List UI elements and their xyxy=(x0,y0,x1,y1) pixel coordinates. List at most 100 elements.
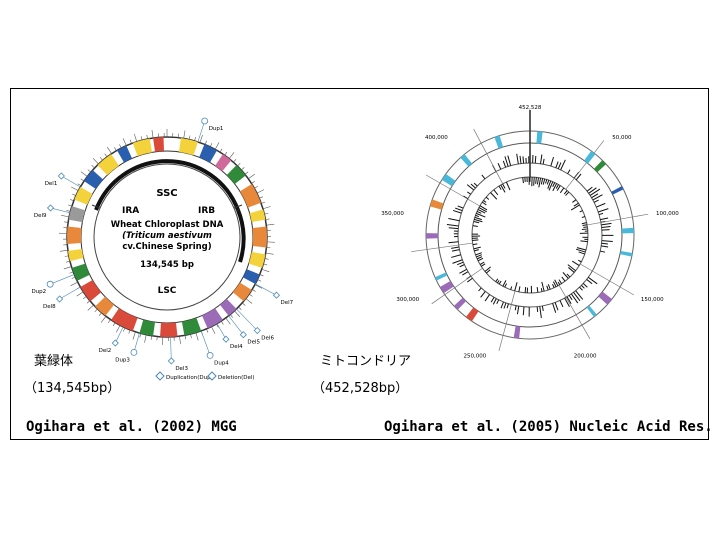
cp-tick xyxy=(254,186,258,189)
dup-legend-label: Duplication(Dup) xyxy=(166,375,213,381)
mt-gene-block xyxy=(621,227,634,234)
mt-coordinate-label: 250,000 xyxy=(463,353,486,359)
mt-coordinate-label: 452,528 xyxy=(519,105,542,111)
del-marker-icon xyxy=(272,291,281,299)
cp-tick xyxy=(150,335,152,340)
mt-tick xyxy=(555,184,559,189)
mt-tick xyxy=(463,195,469,200)
mt-tick xyxy=(504,283,507,288)
mt-tick xyxy=(451,254,461,258)
mt-tick xyxy=(502,280,507,287)
mt-tick xyxy=(556,185,561,191)
mt-tick xyxy=(472,243,478,246)
mt-tick xyxy=(566,273,571,278)
cp-gene-block xyxy=(242,269,260,284)
cp-marker-line xyxy=(50,207,71,214)
cp-marker-line xyxy=(61,175,81,188)
mt-tick xyxy=(552,182,556,187)
mt-tick xyxy=(567,264,576,272)
cp-tick xyxy=(72,193,77,196)
cp-tick xyxy=(134,133,138,142)
cp-tick xyxy=(71,276,76,279)
mt-tick xyxy=(570,293,579,304)
cp-gene-block xyxy=(181,317,202,336)
cp-marker-label: Dup2 xyxy=(31,289,46,295)
mt-tick xyxy=(466,191,471,195)
mt-coordinate-labels: 452,528 50,000 100,000 150,000 200,000 250,00… xyxy=(381,105,679,359)
mt-tick xyxy=(601,240,613,243)
mt-tick xyxy=(457,205,464,209)
mt-coordinate-label: 100,000 xyxy=(656,211,679,217)
mt-tick xyxy=(589,188,601,196)
mt-tick xyxy=(564,297,570,308)
mt-tick xyxy=(452,209,462,214)
mt-tick xyxy=(485,196,490,200)
cp-tick xyxy=(225,317,231,325)
cp-tick xyxy=(204,140,207,145)
cp-markers: Dup1 Dup2 Dup3 Dup4 Del1 Del2 Del3 Del4 Del5Del6… xyxy=(31,117,294,372)
cp-gene-block xyxy=(139,319,156,337)
mt-tick xyxy=(475,252,482,256)
cp-tick xyxy=(63,266,72,270)
cp-size-label: 134,545 bp xyxy=(140,260,194,270)
mt-tick xyxy=(466,184,475,191)
cp-marker-line xyxy=(216,323,227,340)
mt-tick xyxy=(541,281,545,292)
mt-spoke xyxy=(558,285,591,340)
mt-ring-4 xyxy=(471,176,589,294)
cp-tick xyxy=(263,263,268,266)
dup-marker-icon xyxy=(201,117,209,125)
cp-tick xyxy=(188,135,191,140)
mt-tick xyxy=(476,254,482,258)
cp-tick xyxy=(144,334,147,343)
cp-tick xyxy=(87,304,94,311)
cp-tick xyxy=(151,130,154,139)
mt-tick xyxy=(536,286,539,293)
mt-gene-blocks xyxy=(426,131,634,339)
cp-marker-label: Del7 xyxy=(280,300,293,306)
mt-tick xyxy=(485,269,491,274)
cp-tick xyxy=(179,336,181,345)
mt-spokes xyxy=(411,110,649,352)
mitochondria-label: ミトコンドリア xyxy=(320,354,412,369)
cp-lsc-label: LSC xyxy=(158,286,177,296)
mt-tick xyxy=(478,207,487,213)
mt-tick xyxy=(575,173,582,181)
dup-marker-icon xyxy=(130,348,138,356)
mitochondria-map: 452,528 50,000 100,000 150,000 200,000 250,00… xyxy=(381,105,679,359)
cp-tick xyxy=(241,167,245,171)
mt-gene-block xyxy=(430,199,444,210)
mt-tick xyxy=(542,178,546,185)
cp-ira-arc xyxy=(94,159,240,211)
mt-tick xyxy=(586,186,593,192)
cp-gene-block xyxy=(132,138,153,157)
mt-coordinate-label: 350,000 xyxy=(381,211,404,217)
del-marker-icon xyxy=(46,204,55,212)
cp-tick xyxy=(214,142,220,150)
cp-gene-block xyxy=(67,248,84,262)
cp-tick xyxy=(107,319,111,323)
cp-tick xyxy=(87,169,92,173)
cp-tick xyxy=(100,316,107,323)
cp-marker-label: Del1 xyxy=(45,181,58,187)
mt-tick xyxy=(552,281,557,288)
mt-gene-block xyxy=(513,325,521,339)
mt-tick xyxy=(601,245,609,248)
cp-tick xyxy=(114,147,117,151)
cp-tick xyxy=(92,158,99,165)
cp-tick xyxy=(261,201,266,204)
mt-tick xyxy=(600,217,609,221)
mt-tick xyxy=(567,169,571,174)
mt-tick xyxy=(534,155,537,164)
mt-spoke xyxy=(431,267,483,305)
mt-coordinate-label: 200,000 xyxy=(574,353,597,359)
mt-tick xyxy=(497,163,502,170)
mt-tick xyxy=(533,177,535,186)
mt-tick xyxy=(470,183,476,189)
mt-tick xyxy=(493,189,499,196)
cp-marker-line xyxy=(115,326,124,344)
mt-tick xyxy=(500,184,506,193)
mt-tick xyxy=(535,177,537,184)
mt-tick xyxy=(601,242,608,245)
mt-tick xyxy=(580,240,588,243)
